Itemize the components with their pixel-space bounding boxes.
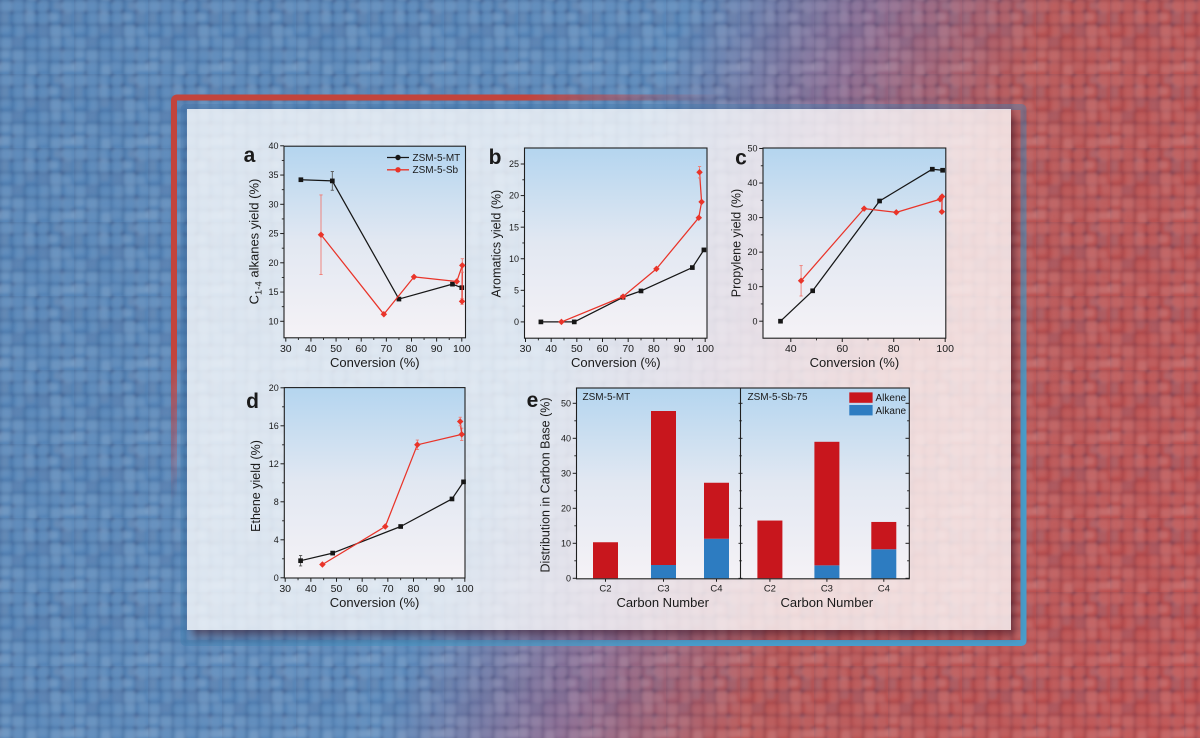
svg-text:16: 16 <box>269 421 279 431</box>
svg-text:C3: C3 <box>821 583 833 594</box>
svg-text:b: b <box>489 146 502 169</box>
svg-text:20: 20 <box>268 258 278 268</box>
svg-text:10: 10 <box>561 538 571 548</box>
svg-text:10: 10 <box>747 282 757 292</box>
svg-text:40: 40 <box>545 343 557 355</box>
svg-text:60: 60 <box>597 343 609 355</box>
svg-text:40: 40 <box>305 583 317 595</box>
svg-text:C2: C2 <box>764 583 776 594</box>
svg-text:20: 20 <box>269 383 279 393</box>
svg-text:Propylene yield (%): Propylene yield (%) <box>730 189 744 297</box>
svg-text:90: 90 <box>433 583 445 595</box>
svg-text:4: 4 <box>274 535 279 545</box>
svg-text:0: 0 <box>566 573 571 583</box>
svg-text:8: 8 <box>274 497 279 507</box>
svg-text:Alkane: Alkane <box>876 406 907 417</box>
svg-text:30: 30 <box>268 199 278 209</box>
svg-text:40: 40 <box>747 178 757 188</box>
svg-text:20: 20 <box>747 247 757 257</box>
svg-text:ZSM-5-Sb-75: ZSM-5-Sb-75 <box>748 392 808 403</box>
svg-text:0: 0 <box>274 573 279 583</box>
svg-text:80: 80 <box>888 343 900 355</box>
svg-text:Aromatics yield (%): Aromatics yield (%) <box>490 190 504 298</box>
svg-text:90: 90 <box>431 343 443 355</box>
svg-text:5: 5 <box>514 285 519 295</box>
svg-text:12: 12 <box>269 459 279 469</box>
svg-text:20: 20 <box>509 191 519 201</box>
svg-text:25: 25 <box>268 229 278 239</box>
svg-text:100: 100 <box>453 343 471 355</box>
svg-text:40: 40 <box>785 343 797 355</box>
svg-text:60: 60 <box>836 343 848 355</box>
svg-text:70: 70 <box>381 343 393 355</box>
svg-text:C1-4 alkanes yield (%): C1-4 alkanes yield (%) <box>247 179 265 305</box>
svg-text:10: 10 <box>509 254 519 264</box>
svg-text:50: 50 <box>571 343 583 355</box>
svg-text:60: 60 <box>355 343 367 355</box>
svg-text:Carbon Number: Carbon Number <box>781 595 874 610</box>
svg-text:C3: C3 <box>657 583 669 594</box>
svg-text:Alkene: Alkene <box>876 393 907 404</box>
svg-text:50: 50 <box>331 583 343 595</box>
svg-text:100: 100 <box>696 343 714 355</box>
svg-text:ZSM-5-MT: ZSM-5-MT <box>583 392 631 403</box>
svg-text:ZSM-5-Sb: ZSM-5-Sb <box>413 165 459 176</box>
svg-text:90: 90 <box>674 343 686 355</box>
svg-text:0: 0 <box>514 317 519 327</box>
svg-text:Conversion (%): Conversion (%) <box>810 355 900 370</box>
svg-text:d: d <box>246 390 259 413</box>
svg-text:50: 50 <box>330 343 342 355</box>
svg-text:50: 50 <box>747 144 757 154</box>
svg-text:Carbon Number: Carbon Number <box>616 595 709 610</box>
svg-text:Distribution in Carbon Base (%: Distribution in Carbon Base (%) <box>539 397 553 572</box>
svg-text:60: 60 <box>356 583 368 595</box>
svg-text:40: 40 <box>561 433 571 443</box>
svg-text:25: 25 <box>509 159 519 169</box>
svg-text:30: 30 <box>520 343 532 355</box>
svg-text:30: 30 <box>747 213 757 223</box>
svg-text:20: 20 <box>561 503 571 513</box>
svg-text:30: 30 <box>561 468 571 478</box>
svg-text:C4: C4 <box>878 583 890 594</box>
svg-text:10: 10 <box>268 316 278 326</box>
svg-text:Conversion (%): Conversion (%) <box>330 595 420 610</box>
svg-text:30: 30 <box>279 583 291 595</box>
svg-text:Conversion (%): Conversion (%) <box>330 355 420 370</box>
svg-text:100: 100 <box>936 343 954 355</box>
svg-text:ZSM-5-MT: ZSM-5-MT <box>413 153 461 164</box>
svg-text:15: 15 <box>268 287 278 297</box>
svg-text:80: 80 <box>648 343 660 355</box>
svg-text:C2: C2 <box>599 583 611 594</box>
svg-text:40: 40 <box>305 343 317 355</box>
svg-text:C4: C4 <box>710 583 722 594</box>
svg-text:80: 80 <box>406 343 418 355</box>
svg-text:e: e <box>527 389 539 412</box>
svg-text:a: a <box>244 144 256 167</box>
svg-text:35: 35 <box>268 170 278 180</box>
svg-text:40: 40 <box>268 141 278 151</box>
svg-text:30: 30 <box>280 343 292 355</box>
svg-text:15: 15 <box>509 222 519 232</box>
svg-text:50: 50 <box>561 398 571 408</box>
svg-text:c: c <box>735 147 747 170</box>
svg-text:0: 0 <box>752 316 757 326</box>
svg-text:100: 100 <box>456 583 474 595</box>
svg-text:Ethene yield (%): Ethene yield (%) <box>249 440 263 532</box>
svg-text:70: 70 <box>382 583 394 595</box>
svg-text:70: 70 <box>622 343 634 355</box>
svg-text:Conversion (%): Conversion (%) <box>571 355 661 370</box>
svg-text:80: 80 <box>408 583 420 595</box>
